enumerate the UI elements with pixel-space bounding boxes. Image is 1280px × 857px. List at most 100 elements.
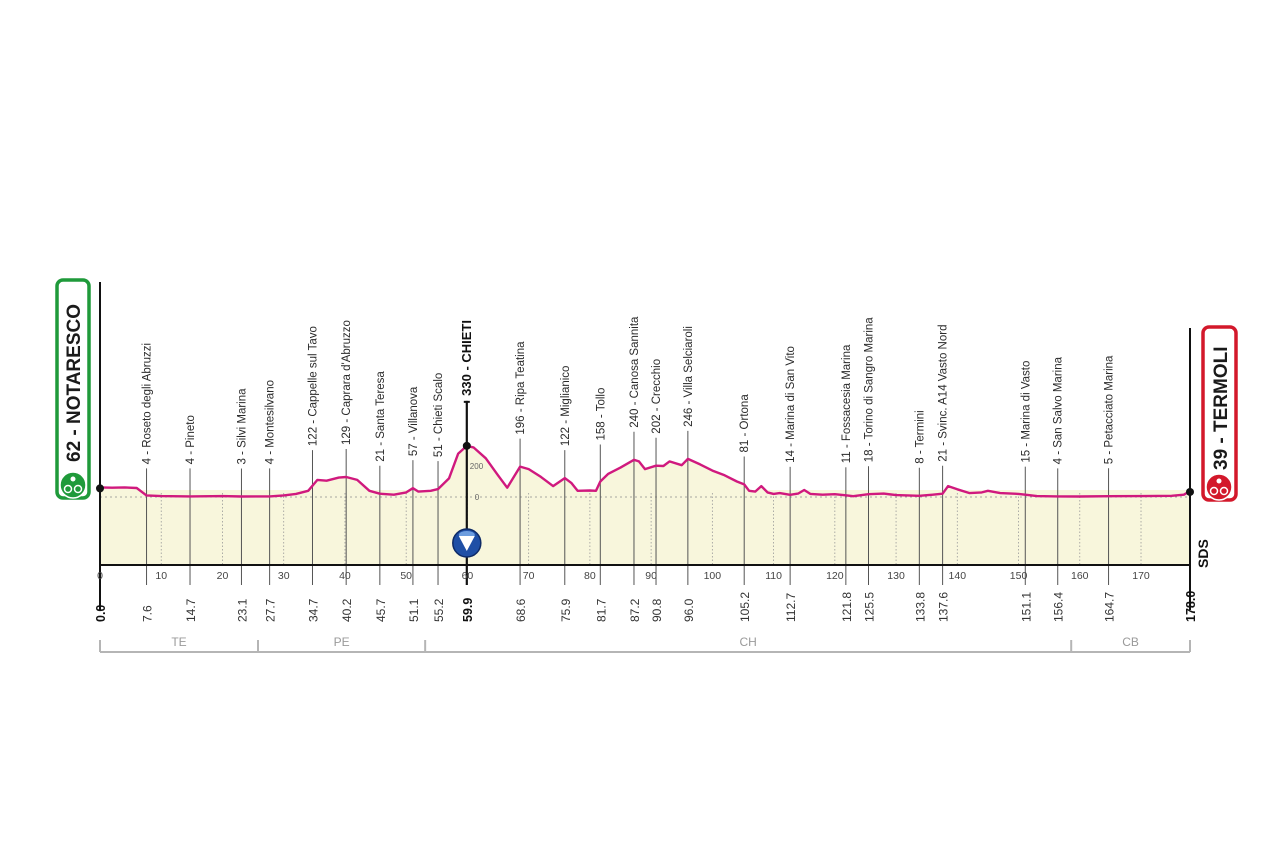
km-marker: 14.7 <box>184 598 198 622</box>
waypoint-label: 4 - Pineto <box>185 415 197 464</box>
x-tick-label: 60 <box>462 570 474 582</box>
x-tick-label: 110 <box>765 570 782 582</box>
waypoint-name: 196 - Ripa Teatina <box>515 341 527 435</box>
waypoint-name: 57 - Villanova <box>408 386 420 456</box>
x-tick-label: 130 <box>887 570 905 582</box>
waypoint-name: 8 - Termini <box>914 410 926 463</box>
km-marker: 96.0 <box>682 598 696 622</box>
waypoint-name: 158 - Tollo <box>595 388 607 441</box>
waypoint-label: 21 - Santa Teresa <box>375 371 387 462</box>
province-label-ch: CH <box>740 635 757 649</box>
km-marker: 75.9 <box>559 598 573 622</box>
km-marker: 121.8 <box>840 592 854 622</box>
waypoint-label: 202 - Crecchio <box>651 359 663 434</box>
profile-area <box>100 445 1190 565</box>
elevation-tick-0: 0 <box>475 493 480 502</box>
waypoint-name: 4 - Montesilvano <box>265 380 277 464</box>
bicycle-icon-start <box>59 471 87 499</box>
km-marker: 178.0 <box>1184 591 1198 622</box>
waypoint-label: 57 - Villanova <box>408 386 420 456</box>
finish-dot <box>1186 487 1194 496</box>
waypoint-name: 15 - Marina di Vasto <box>1020 361 1032 463</box>
km-marker: 105.2 <box>738 592 752 622</box>
waypoint-label: 4 - Roseto degli Abruzzi <box>142 343 154 464</box>
km-marker: 81.7 <box>594 598 608 622</box>
province-label-cb: CB <box>1122 635 1139 649</box>
waypoint-name: 14 - Marina di San Vito <box>785 346 797 463</box>
waypoint-label: 51 - Chieti Scalo <box>433 373 445 457</box>
waypoint-name: 51 - Chieti Scalo <box>433 373 445 457</box>
waypoint-name: 21 - Svinc. A14 Vasto Nord <box>938 325 950 462</box>
waypoint-label: 3 - Silvi Marina <box>236 388 248 465</box>
finish-city-label: 39 - TERMOLI <box>1211 346 1232 470</box>
km-marker: 137.6 <box>937 592 951 622</box>
intermediate-sprint-icon <box>452 528 482 558</box>
waypoint-name: 122 - Miglianico <box>560 366 572 447</box>
x-tick-label: 10 <box>155 570 167 582</box>
x-tick-label: 70 <box>523 570 535 582</box>
km-marker: 151.1 <box>1019 592 1033 622</box>
km-marker: 45.7 <box>374 598 388 622</box>
km-marker: 59.9 <box>461 598 475 622</box>
waypoint-label: 8 - Termini <box>914 410 926 463</box>
km-marker: 34.7 <box>306 598 320 622</box>
x-tick-label: 160 <box>1071 570 1089 582</box>
waypoint-name: 246 - Villa Selciaroli <box>683 326 695 427</box>
x-tick-label: 30 <box>278 570 290 582</box>
x-tick-label: 80 <box>584 570 596 582</box>
sprint-label: 330 - CHIETI <box>459 320 474 396</box>
km-marker: 0.0 <box>94 605 108 622</box>
waypoint-name: 4 - Roseto degli Abruzzi <box>142 343 154 464</box>
km-marker: 164.7 <box>1103 592 1117 622</box>
waypoint-label: 246 - Villa Selciaroli <box>683 326 695 427</box>
waypoint-name: 3 - Silvi Marina <box>236 388 248 465</box>
start-city-label: 62 - NOTARESCO <box>64 304 85 462</box>
waypoint-label: 5 - Petacciato Marina <box>1104 355 1116 464</box>
waypoint-label: 11 - Fossacesia Marina <box>841 344 853 463</box>
waypoint-label: 14 - Marina di San Vito <box>785 346 797 463</box>
km-marker: 112.7 <box>784 593 798 622</box>
x-tick-label: 170 <box>1132 570 1150 582</box>
province-label-pe: PE <box>334 635 350 649</box>
waypoint-name: 21 - Santa Teresa <box>375 371 387 462</box>
waypoint-label: 240 - Canosa Sannita <box>629 316 641 428</box>
waypoint-label: 129 - Caprara d'Abruzzo <box>341 320 353 445</box>
km-marker: 40.2 <box>340 598 354 622</box>
x-tick-label: 50 <box>400 570 412 582</box>
waypoint-label: 18 - Torino di Sangro Marina <box>864 317 876 462</box>
x-tick-label: 40 <box>339 570 351 582</box>
waypoint-label: 4 - Montesilvano <box>265 380 277 464</box>
elevation-tick-200: 200 <box>470 462 484 471</box>
waypoint-label: 196 - Ripa Teatina <box>515 341 527 435</box>
x-tick-label: 140 <box>949 570 967 582</box>
waypoint-name: 81 - Ortona <box>739 394 751 453</box>
start-badge: 62 - NOTARESCO <box>55 278 91 500</box>
waypoint-label: 158 - Tollo <box>595 388 607 441</box>
km-marker: 125.5 <box>863 592 877 622</box>
waypoint-name: 11 - Fossacesia Marina <box>841 344 853 463</box>
bicycle-icon-finish <box>1205 473 1233 501</box>
waypoint-name: 240 - Canosa Sannita <box>629 316 641 428</box>
province-label-te: TE <box>171 635 186 649</box>
waypoint-name: 129 - Caprara d'Abruzzo <box>341 320 353 445</box>
waypoint-name: 5 - Petacciato Marina <box>1104 355 1116 464</box>
km-marker: 23.1 <box>235 598 249 622</box>
x-tick-label: 0 <box>97 570 103 582</box>
waypoint-name: 202 - Crecchio <box>651 359 663 434</box>
km-marker: 27.7 <box>264 598 278 622</box>
waypoint-name: 18 - Torino di Sangro Marina <box>864 317 876 462</box>
waypoint-name: 4 - Pineto <box>185 415 197 464</box>
x-tick-label: 90 <box>645 570 657 582</box>
waypoint-label: 81 - Ortona <box>739 394 751 453</box>
km-marker: 7.6 <box>141 605 155 622</box>
sds-logo: SDS <box>1195 539 1211 568</box>
km-marker: 51.1 <box>407 598 421 622</box>
profile-line <box>99 444 1191 498</box>
km-marker: 156.4 <box>1052 592 1066 622</box>
km-marker: 87.2 <box>628 598 642 622</box>
km-marker: 133.8 <box>913 592 927 622</box>
x-tick-label: 120 <box>826 570 844 582</box>
waypoint-name: 4 - San Salvo Marina <box>1053 356 1065 464</box>
